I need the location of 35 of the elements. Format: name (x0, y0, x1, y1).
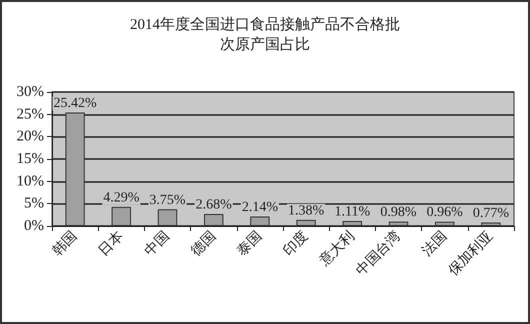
data-label: 0.98% (380, 205, 417, 220)
x-tick-label: 印度 (280, 228, 312, 260)
y-tick-label: 25% (16, 106, 44, 122)
chart-title: 2014年度全国进口食品接触产品不合格批次原产国占比 (130, 16, 400, 53)
x-tick-label: 日本 (95, 228, 127, 260)
bar (112, 206, 131, 226)
data-label: 25.42% (54, 96, 98, 111)
data-label: 3.75% (149, 192, 186, 208)
x-tick-label: 韩国 (49, 228, 80, 260)
x-tick-label: 泰国 (234, 228, 266, 260)
x-tick-label: 法国 (418, 228, 450, 260)
data-label: 0.77% (472, 206, 510, 222)
data-label: 2.14% (242, 200, 278, 215)
data-label: 2.68% (196, 198, 232, 213)
x-tick-label: 中国 (142, 228, 173, 260)
y-tick-label: 10% (16, 173, 44, 190)
bar (296, 220, 316, 226)
bar (481, 222, 501, 226)
y-tick-label: 30% (16, 84, 44, 100)
bar (435, 222, 454, 226)
bar (65, 112, 85, 226)
data-label: 1.11% (334, 204, 370, 220)
bar (342, 221, 362, 226)
y-tick-label: 5% (24, 196, 44, 212)
y-tick-label: 15% (16, 151, 44, 167)
bar (388, 222, 408, 226)
y-tick-label: 20% (16, 128, 44, 145)
data-label: 0.96% (426, 205, 464, 220)
x-tick-label: 德国 (188, 228, 220, 260)
data-label: 4.29% (103, 190, 140, 206)
bar (204, 214, 224, 226)
bar (158, 209, 178, 226)
bar (250, 216, 270, 226)
y-tick-label: 0% (24, 218, 44, 234)
data-label: 1.38% (288, 203, 325, 218)
